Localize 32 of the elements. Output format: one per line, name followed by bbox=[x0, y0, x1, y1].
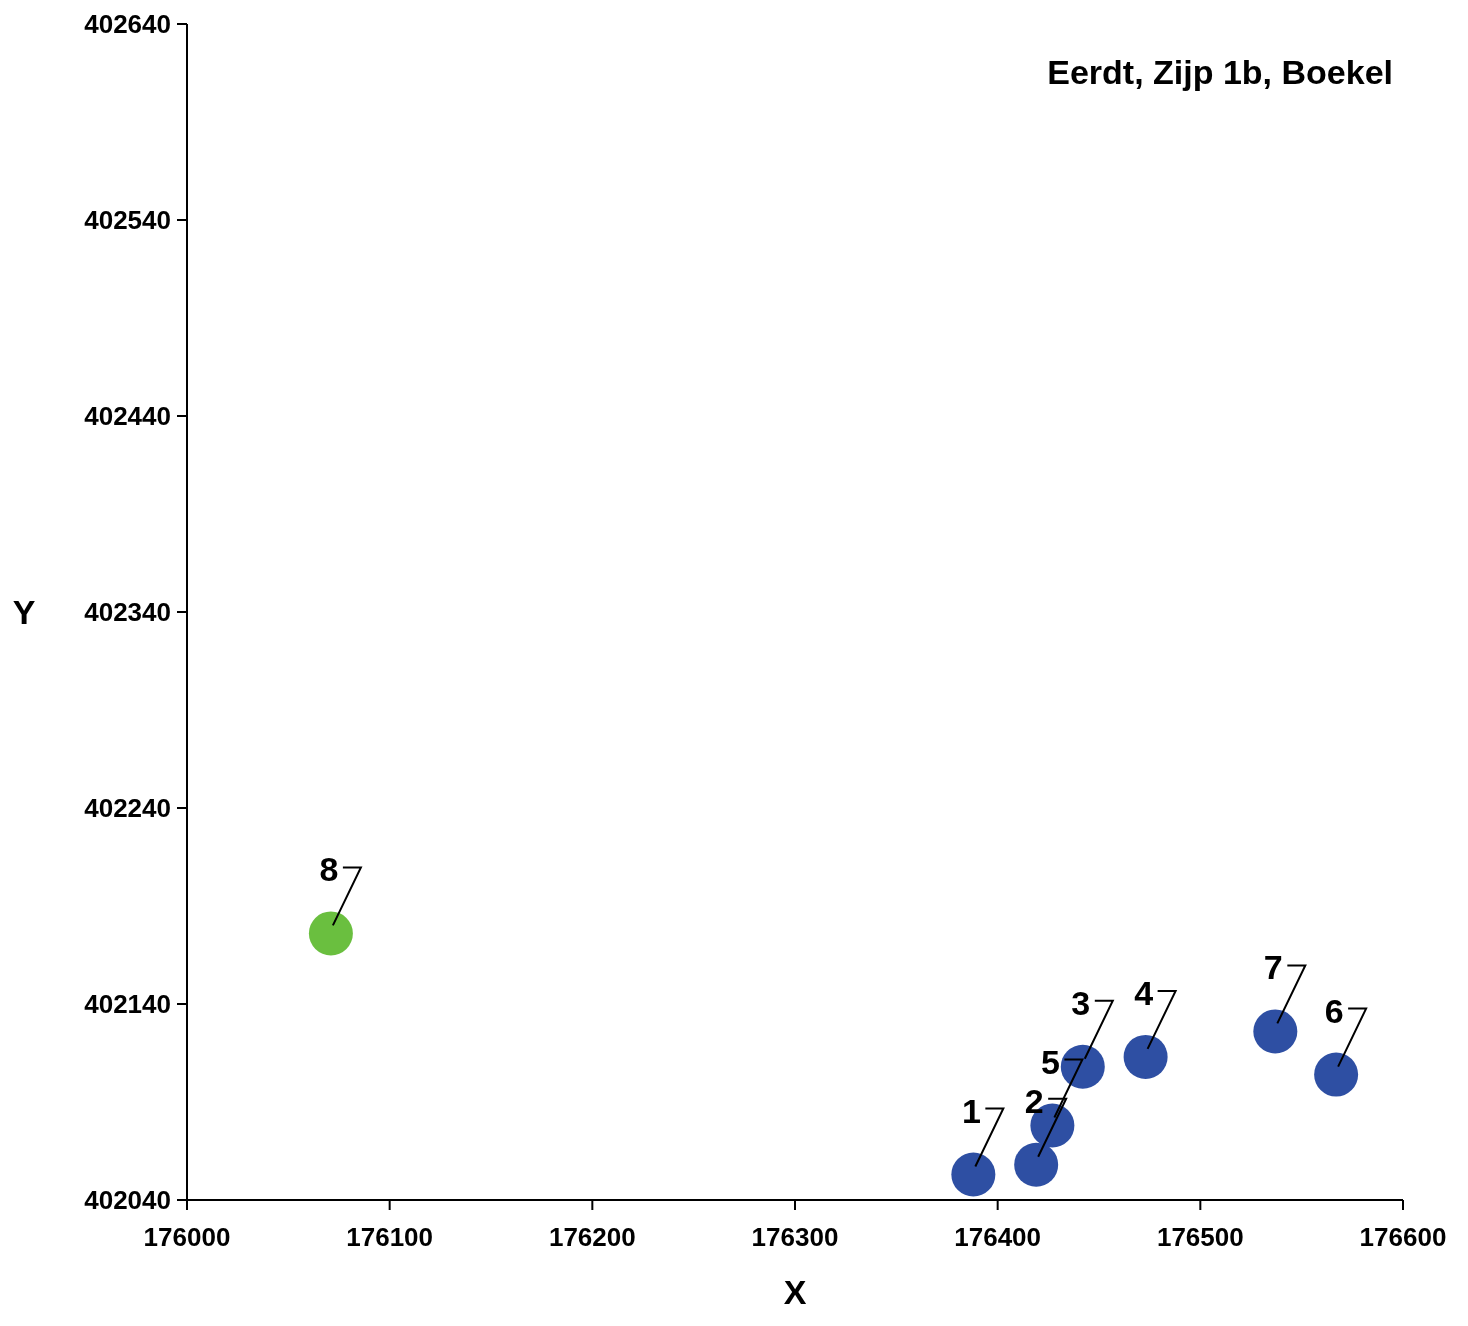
x-tick-label: 176400 bbox=[954, 1222, 1042, 1252]
annotation: 6 bbox=[1324, 991, 1344, 1030]
point bbox=[1314, 1052, 1359, 1097]
y-tick-label: 402340 bbox=[84, 597, 171, 628]
y-tick-label: 402440 bbox=[84, 401, 171, 432]
point bbox=[951, 1152, 996, 1197]
annotation: 2 bbox=[1024, 1081, 1044, 1120]
point bbox=[1253, 1009, 1298, 1054]
y-tick-label: 402540 bbox=[84, 205, 171, 236]
x-tick-label: 176300 bbox=[751, 1222, 839, 1252]
y-axis-title: Y bbox=[12, 592, 36, 631]
y-tick-label: 402040 bbox=[84, 1185, 171, 1216]
x-tick-label: 176200 bbox=[548, 1222, 636, 1252]
annotation: 3 bbox=[1071, 983, 1091, 1022]
annotation: 8 bbox=[319, 850, 339, 889]
annotation: 5 bbox=[1040, 1042, 1060, 1081]
x-tick-label: 176000 bbox=[143, 1222, 231, 1252]
x-tick-label: 176100 bbox=[346, 1222, 434, 1252]
text: Eerdt, Zijp 1b, Boekel bbox=[1047, 53, 1393, 91]
y-tick-label: 402240 bbox=[84, 793, 171, 824]
annotation: 1 bbox=[961, 1091, 981, 1130]
point bbox=[308, 911, 353, 956]
point bbox=[1014, 1142, 1059, 1187]
y-tick-label: 402640 bbox=[84, 9, 171, 40]
x-tick-label: 176500 bbox=[1156, 1222, 1244, 1252]
point bbox=[1060, 1044, 1105, 1089]
x-axis-title: X bbox=[783, 1273, 807, 1311]
y-tick-label: 402140 bbox=[84, 989, 171, 1020]
x-tick-label: 176600 bbox=[1359, 1222, 1447, 1252]
annotation: 4 bbox=[1134, 973, 1154, 1012]
point bbox=[1123, 1034, 1168, 1079]
annotation: 7 bbox=[1263, 948, 1283, 987]
